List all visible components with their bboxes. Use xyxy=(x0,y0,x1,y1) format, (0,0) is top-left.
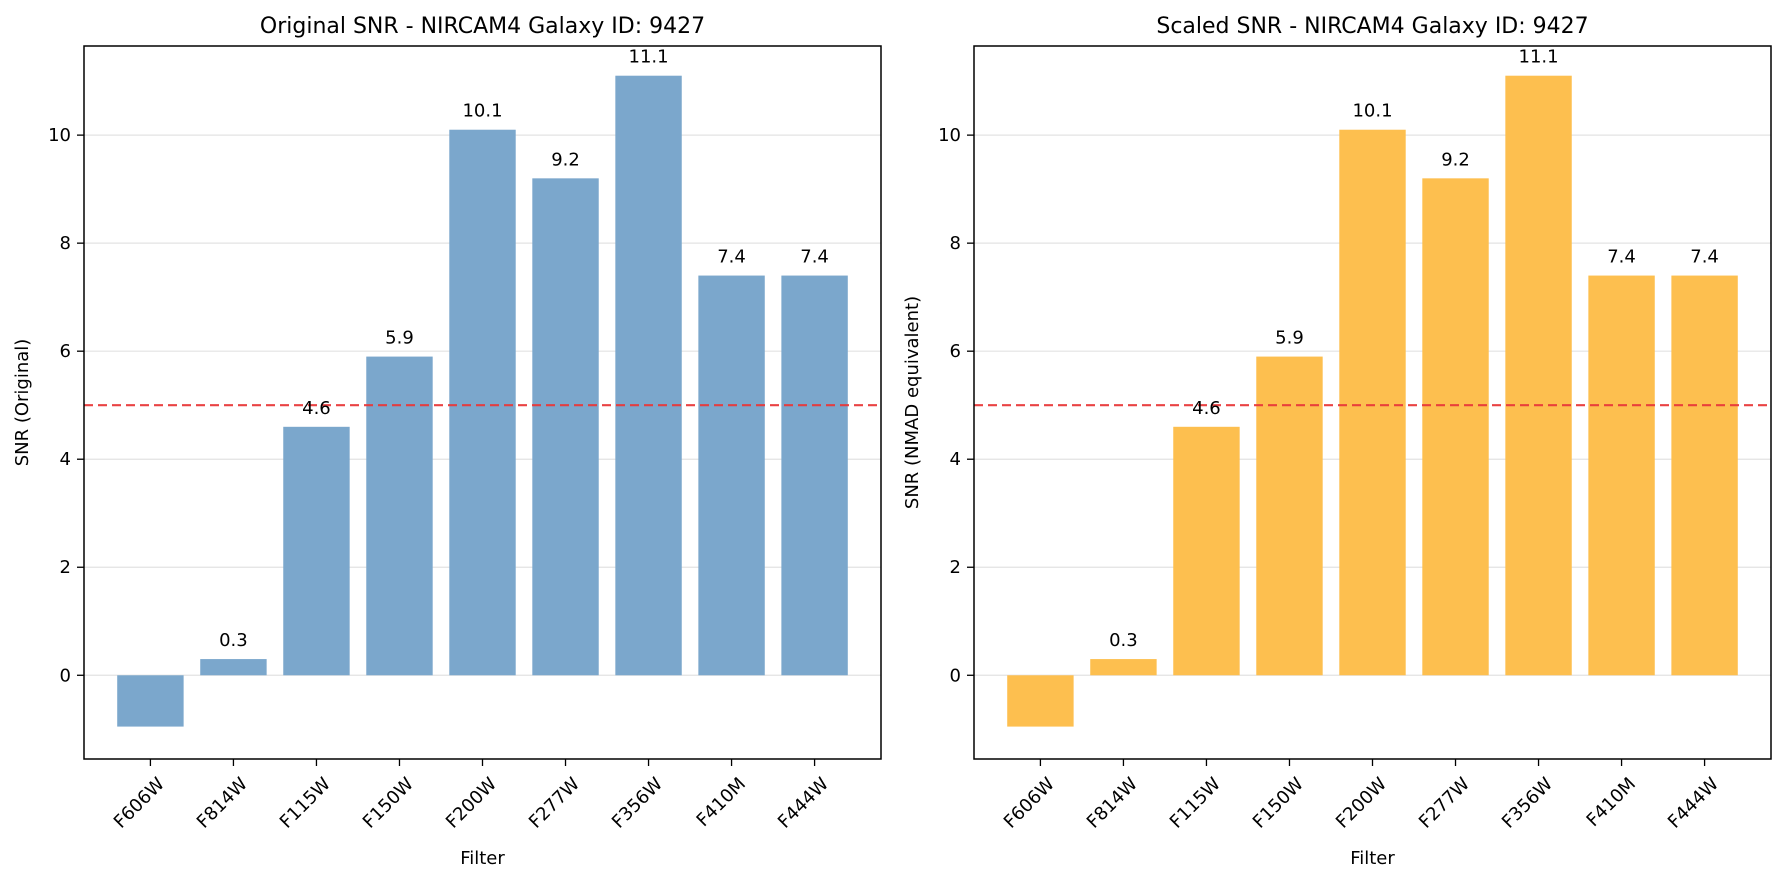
data-label: 7.4 xyxy=(800,247,829,268)
y-tick-label: 8 xyxy=(60,233,71,254)
bar-f444w xyxy=(781,275,848,676)
chart-title: Original SNR - NIRCAM4 Galaxy ID: 9427 xyxy=(260,14,705,39)
bar-f814w xyxy=(1090,659,1157,676)
chart-panel-original: 0.3 4.6 5.9 10.1 9.2 11.1 7.4 7.4 0 2 4 6 8 10 F606W F8… xyxy=(12,14,882,869)
bar-f410m xyxy=(698,275,765,676)
x-tick-label: F115W xyxy=(276,773,335,832)
data-label: 10.1 xyxy=(462,101,502,122)
x-tick-label: F277W xyxy=(525,773,584,832)
bar-f150w xyxy=(366,356,433,676)
chart-panel-scaled: 0.3 4.6 5.9 10.1 9.2 11.1 7.4 7.4 0 2 4 6 8 10 F606W F8… xyxy=(902,14,1772,869)
x-tick-label: F606W xyxy=(1000,773,1059,832)
x-axis-label: Filter xyxy=(1350,848,1395,869)
x-tick-label: F200W xyxy=(1332,773,1391,832)
bar-f606w xyxy=(1007,675,1074,727)
y-tick-label: 0 xyxy=(60,665,71,686)
y-axis-label: SNR (NMAD equivalent) xyxy=(902,296,923,509)
data-label: 9.2 xyxy=(1441,149,1470,170)
x-tick-label: F410M xyxy=(693,774,750,831)
x-tick-label: F444W xyxy=(1664,773,1723,832)
bar-f410m xyxy=(1588,275,1655,676)
bar-f115w xyxy=(1173,426,1240,676)
data-label: 4.6 xyxy=(1192,398,1221,419)
data-label: 7.4 xyxy=(1607,247,1636,268)
x-tick-label: F150W xyxy=(359,773,418,832)
y-tick-label: 10 xyxy=(938,125,961,146)
x-tick-label: F606W xyxy=(110,773,169,832)
y-axis-label: SNR (Original) xyxy=(12,339,33,467)
y-tick-label: 4 xyxy=(60,449,71,470)
y-tick-label: 0 xyxy=(950,665,961,686)
data-label: 0.3 xyxy=(219,630,248,651)
data-label: 5.9 xyxy=(385,328,414,349)
data-label: 5.9 xyxy=(1275,328,1304,349)
bar-f200w xyxy=(1339,129,1406,676)
x-tick-label: F356W xyxy=(1498,773,1557,832)
x-tick-label: F356W xyxy=(608,773,667,832)
data-label: 11.1 xyxy=(1519,47,1559,68)
data-label: 9.2 xyxy=(551,149,580,170)
bar-f356w xyxy=(1505,75,1572,676)
x-axis-label: Filter xyxy=(460,848,505,869)
data-label: 4.6 xyxy=(302,398,331,419)
bar-f150w xyxy=(1256,356,1323,676)
bar-f115w xyxy=(283,426,350,676)
y-tick-label: 2 xyxy=(60,557,71,578)
x-tick-label: F410M xyxy=(1583,774,1640,831)
x-tick-label: F814W xyxy=(193,773,252,832)
chart-title: Scaled SNR - NIRCAM4 Galaxy ID: 9427 xyxy=(1156,14,1588,39)
x-tick-label: F115W xyxy=(1166,773,1225,832)
x-tick-label: F277W xyxy=(1415,773,1474,832)
y-tick-label: 4 xyxy=(950,449,961,470)
y-tick-label: 10 xyxy=(48,125,71,146)
y-tick-label: 2 xyxy=(950,557,961,578)
bar-f814w xyxy=(200,659,267,676)
data-label: 10.1 xyxy=(1352,101,1392,122)
data-label: 7.4 xyxy=(1690,247,1719,268)
data-label: 7.4 xyxy=(717,247,746,268)
bar-f200w xyxy=(449,129,516,676)
x-tick-label: F814W xyxy=(1083,773,1142,832)
bar-f606w xyxy=(117,675,184,727)
data-label: 0.3 xyxy=(1109,630,1138,651)
bar-f277w xyxy=(532,178,599,676)
y-tick-label: 6 xyxy=(950,341,961,362)
x-tick-label: F150W xyxy=(1249,773,1308,832)
y-tick-label: 8 xyxy=(950,233,961,254)
bar-f277w xyxy=(1422,178,1489,676)
bar-f356w xyxy=(615,75,682,676)
y-tick-label: 6 xyxy=(60,341,71,362)
data-label: 11.1 xyxy=(629,47,669,68)
x-tick-label: F444W xyxy=(774,773,833,832)
bar-f444w xyxy=(1671,275,1738,676)
x-tick-label: F200W xyxy=(442,773,501,832)
